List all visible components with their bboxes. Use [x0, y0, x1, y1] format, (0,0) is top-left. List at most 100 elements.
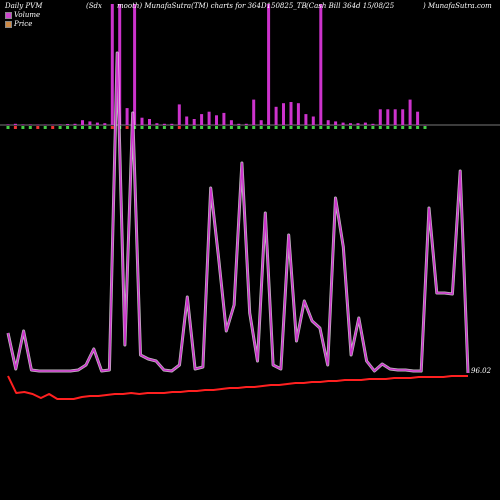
volume-bar: [356, 123, 360, 125]
volume-bar: [118, 4, 122, 125]
volume-bar: [296, 103, 300, 125]
direction-marker: [393, 126, 397, 129]
direction-marker: [110, 126, 114, 129]
direction-marker: [386, 126, 390, 129]
direction-marker: [341, 126, 345, 129]
volume-bar: [162, 123, 166, 125]
volume-bar: [192, 119, 196, 126]
chart-type-label: Daily PVM: [5, 2, 43, 10]
volume-bar: [133, 4, 137, 125]
direction-marker: [58, 126, 62, 129]
direction-marker: [28, 126, 32, 129]
volume-bar: [393, 109, 397, 125]
direction-marker: [356, 126, 360, 129]
volume-bar: [177, 104, 181, 125]
direction-marker: [289, 126, 293, 129]
volume-bar: [311, 116, 315, 125]
volume-bar: [103, 123, 107, 125]
volume-bar: [51, 124, 55, 126]
direction-marker: [349, 126, 352, 129]
direction-marker: [140, 126, 144, 129]
direction-marker: [401, 126, 405, 129]
direction-marker: [66, 126, 70, 129]
volume-bar: [267, 4, 271, 125]
direction-marker: [423, 126, 427, 129]
volume-bar: [334, 121, 338, 125]
volume-bar: [408, 99, 412, 125]
direction-marker: [88, 126, 92, 129]
direction-marker: [267, 126, 271, 129]
direction-marker: [222, 126, 226, 129]
direction-marker: [363, 126, 367, 129]
volume-bar: [28, 124, 32, 125]
volume-bar: [6, 124, 10, 125]
volume-bar: [66, 124, 70, 125]
volume-bar: [207, 111, 211, 125]
direction-marker: [304, 126, 308, 129]
direction-marker: [311, 126, 315, 129]
direction-marker: [103, 126, 107, 129]
volume-bar: [13, 123, 17, 125]
direction-marker: [162, 126, 166, 129]
volume-bar: [215, 115, 218, 125]
volume-bar: [170, 123, 174, 125]
direction-marker: [229, 126, 233, 129]
volume-bar: [252, 99, 256, 125]
volume-bar: [304, 114, 308, 125]
volume-bar: [423, 125, 427, 126]
volume-bar: [363, 122, 367, 125]
volume-bar: [140, 117, 144, 125]
volume-bar: [43, 124, 47, 126]
volume-bar: [401, 109, 405, 125]
volume-bar: [200, 114, 204, 125]
header-segment-3: (Cash Bill 364d 15/08/25: [306, 2, 395, 10]
direction-marker: [296, 126, 300, 129]
direction-marker: [13, 126, 17, 129]
volume-bar: [73, 123, 77, 125]
direction-marker: [334, 126, 338, 129]
price-line: [7, 375, 468, 400]
volume-bar: [155, 123, 159, 125]
volume-bar: [58, 124, 62, 125]
volume-bar: [185, 116, 189, 125]
direction-marker: [200, 126, 204, 129]
volume-bar: [237, 123, 241, 125]
volume-bar: [222, 112, 226, 125]
volume-bar: [282, 103, 285, 125]
volume-bar: [416, 111, 420, 125]
direction-marker: [378, 126, 382, 129]
direction-marker: [259, 126, 263, 129]
direction-marker: [237, 126, 241, 129]
volume-bar: [274, 106, 278, 125]
volume-bar: [378, 109, 382, 125]
volume-bar: [36, 124, 40, 126]
volume-bar: [349, 123, 352, 125]
volume-bar: [148, 119, 151, 126]
volume-bar: [88, 121, 92, 125]
header-segment-2: mooth) MunafaSutra(TM) charts for 364D15…: [117, 2, 307, 10]
volume-trend-glow: [6, 51, 470, 374]
volume-bar: [289, 102, 293, 125]
direction-marker: [192, 126, 196, 129]
direction-marker: [408, 126, 412, 129]
direction-marker: [371, 126, 375, 129]
volume-bar: [95, 122, 99, 125]
direction-marker: [207, 126, 211, 129]
volume-bar: [386, 109, 390, 125]
direction-marker: [416, 126, 420, 129]
direction-marker: [319, 126, 323, 129]
direction-marker: [148, 126, 151, 129]
direction-marker: [51, 126, 55, 129]
volume-bar: [244, 123, 248, 125]
direction-marker: [155, 126, 159, 129]
direction-marker: [95, 126, 99, 129]
volume-bar: [81, 120, 84, 125]
direction-marker: [81, 126, 84, 129]
volume-bar: [326, 120, 330, 125]
volume-bar: [110, 4, 114, 125]
legend-volume-swatch: [5, 11, 12, 19]
volume-bar: [229, 120, 233, 125]
header-site-label: ) MunafaSutra.com: [423, 2, 492, 10]
